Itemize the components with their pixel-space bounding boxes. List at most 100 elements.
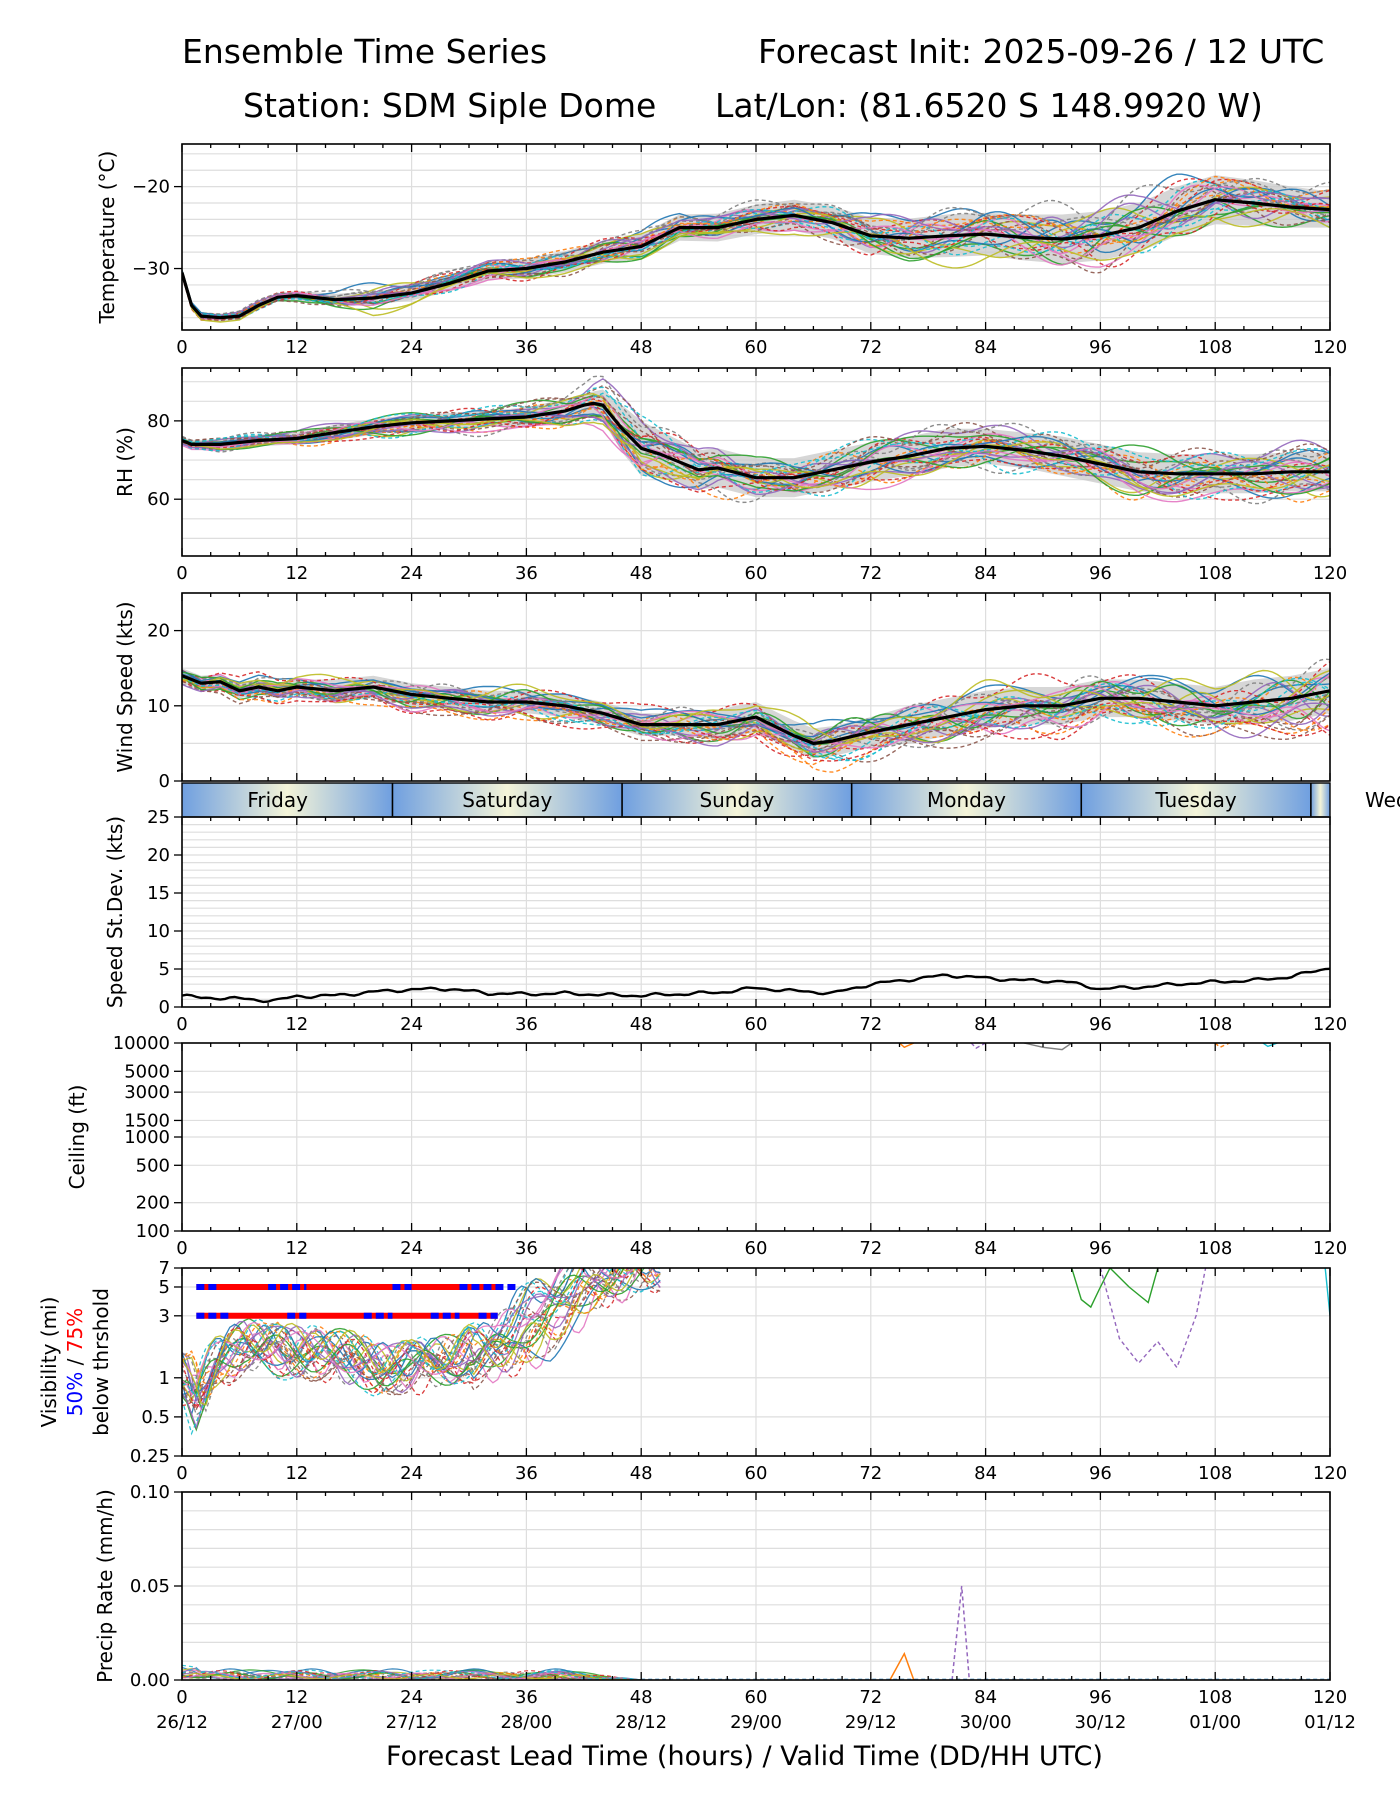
visibility-member-line <box>182 1268 606 1402</box>
x-tick-label: 84 <box>974 563 997 584</box>
stdev-y-tick-label: 25 <box>147 807 170 828</box>
x-tick-label: 24 <box>400 337 423 358</box>
ensemble-member-line <box>182 676 1330 748</box>
x-tick-label: 84 <box>974 1238 997 1259</box>
day-label: Friday <box>247 788 308 812</box>
rh-y-tick-label: 80 <box>147 411 170 432</box>
rh-x-axis: 0 12 24 36 48 60 72 84 96 108 120 <box>176 368 1347 584</box>
visibility-member-line <box>182 1268 636 1406</box>
stdev-y-tick-label: 15 <box>147 883 170 904</box>
visibility-y-axis: 0.25 0.5 1 3 57 <box>130 1258 182 1467</box>
x-tick-label: 24 <box>400 1687 423 1708</box>
ceiling-member-line <box>1023 1043 1073 1051</box>
visibility-member-line <box>1099 1268 1207 1369</box>
precip-y-label: Precip Rate (mm/h) <box>93 1489 117 1683</box>
x-tick-label: 0 <box>176 337 187 358</box>
x-tick-label: 120 <box>1313 337 1347 358</box>
x-tick-label: 72 <box>859 563 882 584</box>
wind-x-axis <box>181 593 1331 781</box>
ensemble-member-line <box>182 675 1330 761</box>
x-tick-label: 108 <box>1198 1014 1232 1035</box>
x-tick-label: 84 <box>974 1014 997 1035</box>
valid-time-label: 27/00 <box>271 1712 323 1733</box>
visibility-member-line <box>182 1268 653 1413</box>
x-tick-label: 36 <box>515 1687 538 1708</box>
legend-separator: / <box>63 1352 87 1371</box>
valid-time-label: 28/00 <box>500 1712 552 1733</box>
valid-time-label: 29/12 <box>845 1712 897 1733</box>
x-tick-label: 120 <box>1313 1687 1347 1708</box>
x-tick-label: 36 <box>515 1014 538 1035</box>
x-tick-label: 72 <box>859 1238 882 1259</box>
precip-x-axis: 0 12 24 36 48 60 72 84 96 108 120 <box>176 1492 1347 1708</box>
day-band: Friday Saturday Sunday Monday Tuesday Wed <box>181 782 1400 818</box>
visibility-y-tick-label: 0.5 <box>141 1407 170 1428</box>
precip-peak-line <box>951 1585 971 1680</box>
x-tick-label: 108 <box>1198 563 1232 584</box>
rh-y-tick-label: 60 <box>147 489 170 510</box>
ensemble-member-line <box>182 181 1330 316</box>
visibility-member-line <box>182 1268 661 1394</box>
ceiling-series <box>899 1043 1278 1051</box>
x-tick-label: 12 <box>285 1238 308 1259</box>
x-tick-label: 60 <box>745 337 768 358</box>
x-tick-label: 60 <box>745 1463 768 1484</box>
visibility-y-tick-label: 0.25 <box>130 1446 170 1467</box>
x-tick-label: 12 <box>285 337 308 358</box>
x-tick-label: 48 <box>630 1238 653 1259</box>
rh-y-axis: 80 60 <box>147 411 182 510</box>
visibility-series <box>182 1268 1330 1436</box>
rh-y-label: RH (%) <box>113 427 137 497</box>
x-tick-label: 96 <box>1089 1014 1112 1035</box>
wind-y-tick-label: 20 <box>147 621 170 642</box>
stdev-y-tick-label: 20 <box>147 845 170 866</box>
precip-y-tick-label: 0.05 <box>130 1576 170 1597</box>
x-tick-label: 36 <box>515 563 538 584</box>
ensemble-member-line <box>182 190 1330 316</box>
visibility-y-tick-label: 7 <box>159 1258 170 1279</box>
visibility-y-tick-label: 5 <box>159 1277 170 1298</box>
x-tick-label: 96 <box>1089 563 1112 584</box>
visibility-member-line <box>1071 1268 1111 1309</box>
temperature-x-axis: 0 12 24 36 48 60 72 84 96 108 120 <box>176 144 1347 358</box>
ensemble-member-line <box>182 661 1330 741</box>
visibility-threshold-legend: 50% / 75% <box>63 1308 87 1416</box>
visibility-threshold-label: below thrshold <box>89 1288 113 1436</box>
visibility-y-tick-label: 1 <box>159 1368 170 1389</box>
ceiling-member-line <box>899 1043 915 1049</box>
x-axis-title: Forecast Lead Time (hours) / Valid Time … <box>386 1741 1103 1772</box>
visibility-member-line <box>1109 1268 1159 1304</box>
x-tick-label: 72 <box>859 1014 882 1035</box>
rh-series <box>182 375 1330 505</box>
valid-time-label: 01/12 <box>1304 1712 1356 1733</box>
visibility-member-line <box>182 1268 661 1394</box>
stdev-y-axis: 0 5 10 15 20 25 <box>147 807 182 1018</box>
temperature-series <box>182 173 1330 323</box>
x-tick-label: 108 <box>1198 1463 1232 1484</box>
valid-time-label: 26/12 <box>156 1712 208 1733</box>
temperature-y-tick-label: −30 <box>132 259 170 280</box>
x-tick-label: 72 <box>859 1463 882 1484</box>
stdev-y-tick-label: 5 <box>159 959 170 980</box>
ceiling-member-line <box>1214 1043 1230 1049</box>
ceiling-y-label: Ceiling (ft) <box>65 1085 89 1190</box>
day-band-cell <box>1081 783 1311 817</box>
visibility-member-line <box>182 1268 661 1430</box>
valid-time-label: 27/12 <box>386 1712 438 1733</box>
wind-y-tick-label: 10 <box>147 696 170 717</box>
valid-time-label: 29/00 <box>730 1712 782 1733</box>
stdev-series <box>182 967 1330 1004</box>
ensemble-member-line <box>182 407 1330 489</box>
ensemble-member-line <box>182 180 1330 319</box>
ensemble-member-line <box>182 680 1330 744</box>
visibility-member-line <box>182 1268 635 1397</box>
x-tick-label: 24 <box>400 1463 423 1484</box>
x-tick-label: 84 <box>974 1463 997 1484</box>
x-tick-label: 0 <box>176 563 187 584</box>
ensemble-member-line <box>182 191 1330 317</box>
x-tick-label: 60 <box>745 1014 768 1035</box>
x-tick-label: 120 <box>1313 1238 1347 1259</box>
x-tick-label: 84 <box>974 1687 997 1708</box>
